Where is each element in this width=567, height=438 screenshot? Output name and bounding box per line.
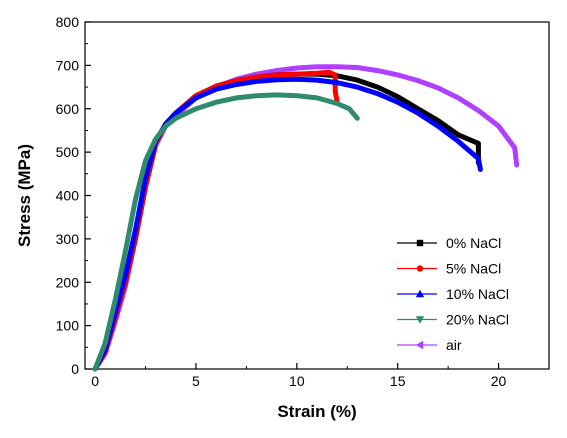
legend-item: 10% NaCl — [397, 286, 509, 302]
legend: 0% NaCl 5% NaCl 10% NaCl 20% NaCl air — [397, 235, 509, 353]
y-tick-label: 300 — [56, 231, 80, 247]
legend-item: 20% NaCl — [397, 312, 509, 328]
legend-label: air — [446, 337, 462, 353]
y-axis-title: Stress (MPa) — [15, 144, 34, 247]
legend-marker — [416, 239, 424, 247]
legend-label: 0% NaCl — [446, 235, 501, 251]
y-tick-label: 200 — [56, 274, 80, 290]
y-tick-label: 500 — [56, 144, 80, 160]
legend-label: 20% NaCl — [446, 312, 509, 328]
legend-item: 0% NaCl — [397, 235, 501, 251]
legend-item: air — [397, 337, 462, 353]
y-tick-label: 100 — [56, 318, 80, 334]
x-tick-label: 20 — [491, 373, 507, 389]
legend-marker — [415, 289, 425, 298]
series-layer — [92, 64, 520, 372]
y-tick-label: 700 — [56, 57, 80, 73]
legend-label: 10% NaCl — [446, 286, 509, 302]
series-line-2 — [92, 76, 483, 372]
x-tick-label: 0 — [91, 373, 99, 389]
legend-label: 5% NaCl — [446, 261, 501, 277]
x-tick-label: 5 — [192, 373, 200, 389]
y-axis: 0 100 200 300 400 500 600 700 800 — [56, 14, 91, 377]
series-line-3 — [92, 92, 360, 372]
y-tick-label: 0 — [71, 361, 79, 377]
y-tick-label: 400 — [56, 188, 80, 204]
legend-marker — [415, 340, 424, 350]
legend-marker — [415, 316, 425, 324]
y-tick-label: 600 — [56, 101, 80, 117]
y-tick-label: 800 — [56, 14, 80, 30]
legend-item: 5% NaCl — [397, 261, 501, 277]
x-axis: 0 5 10 15 20 — [91, 363, 507, 389]
series-line-0 — [92, 71, 481, 372]
x-tick-label: 10 — [289, 373, 305, 389]
x-axis-title: Strain (%) — [277, 402, 356, 421]
legend-marker — [416, 265, 424, 272]
x-tick-label: 15 — [390, 373, 406, 389]
